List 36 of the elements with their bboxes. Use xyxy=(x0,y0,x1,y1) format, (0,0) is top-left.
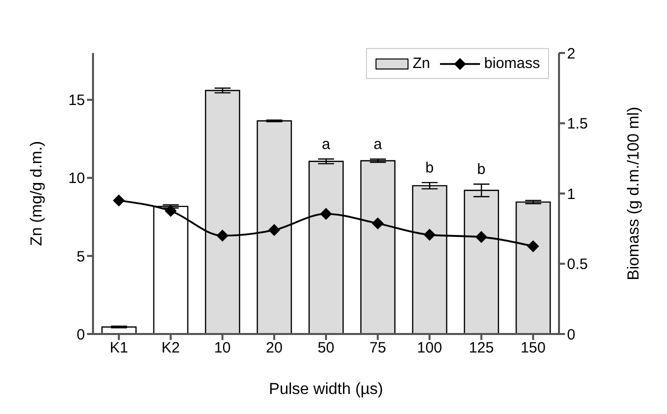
y-tick-label: 5 xyxy=(76,248,85,266)
point xyxy=(164,204,177,217)
point xyxy=(320,208,332,220)
x-tick-label: K1 xyxy=(110,340,128,357)
point xyxy=(424,228,436,241)
x-tick-label: 150 xyxy=(520,340,546,357)
y-axis-title: Zn (mg/g d.m.) xyxy=(28,141,46,246)
point xyxy=(112,194,125,207)
point xyxy=(527,240,540,252)
y-tick-label: 15 xyxy=(68,92,85,110)
point xyxy=(372,217,384,230)
point xyxy=(475,231,488,244)
annotation: b xyxy=(425,160,434,177)
y2-tick-label: 0 xyxy=(567,326,576,344)
x-tick-label: 100 xyxy=(417,340,442,357)
y2-tick-label: 1.5 xyxy=(567,116,588,133)
x-tick-label: K2 xyxy=(161,340,180,357)
y2-axis-title: Biomass (g d.m./100 ml) xyxy=(626,106,643,280)
annotation: a xyxy=(322,136,331,153)
x-tick-label: 10 xyxy=(214,340,231,357)
point xyxy=(216,230,228,242)
point xyxy=(268,224,280,236)
y2-tick-label: 1 xyxy=(567,186,576,203)
legend-label: biomass xyxy=(484,55,540,72)
annotation: b xyxy=(477,161,486,178)
x-tick-label: 75 xyxy=(369,340,386,357)
x-tick-label: 50 xyxy=(318,340,334,357)
annotation: a xyxy=(374,136,383,154)
y-tick-label: 10 xyxy=(68,170,85,188)
x-tick-label: 20 xyxy=(266,340,283,357)
x-axis-title: Pulse width (µs) xyxy=(268,381,384,398)
x-tick-label: 125 xyxy=(468,340,494,357)
y2-tick-label: 0.5 xyxy=(567,256,588,274)
legend-label: Zn xyxy=(412,55,430,72)
y2-tick-label: 2 xyxy=(567,45,576,62)
y-tick-label: 0 xyxy=(76,326,85,344)
